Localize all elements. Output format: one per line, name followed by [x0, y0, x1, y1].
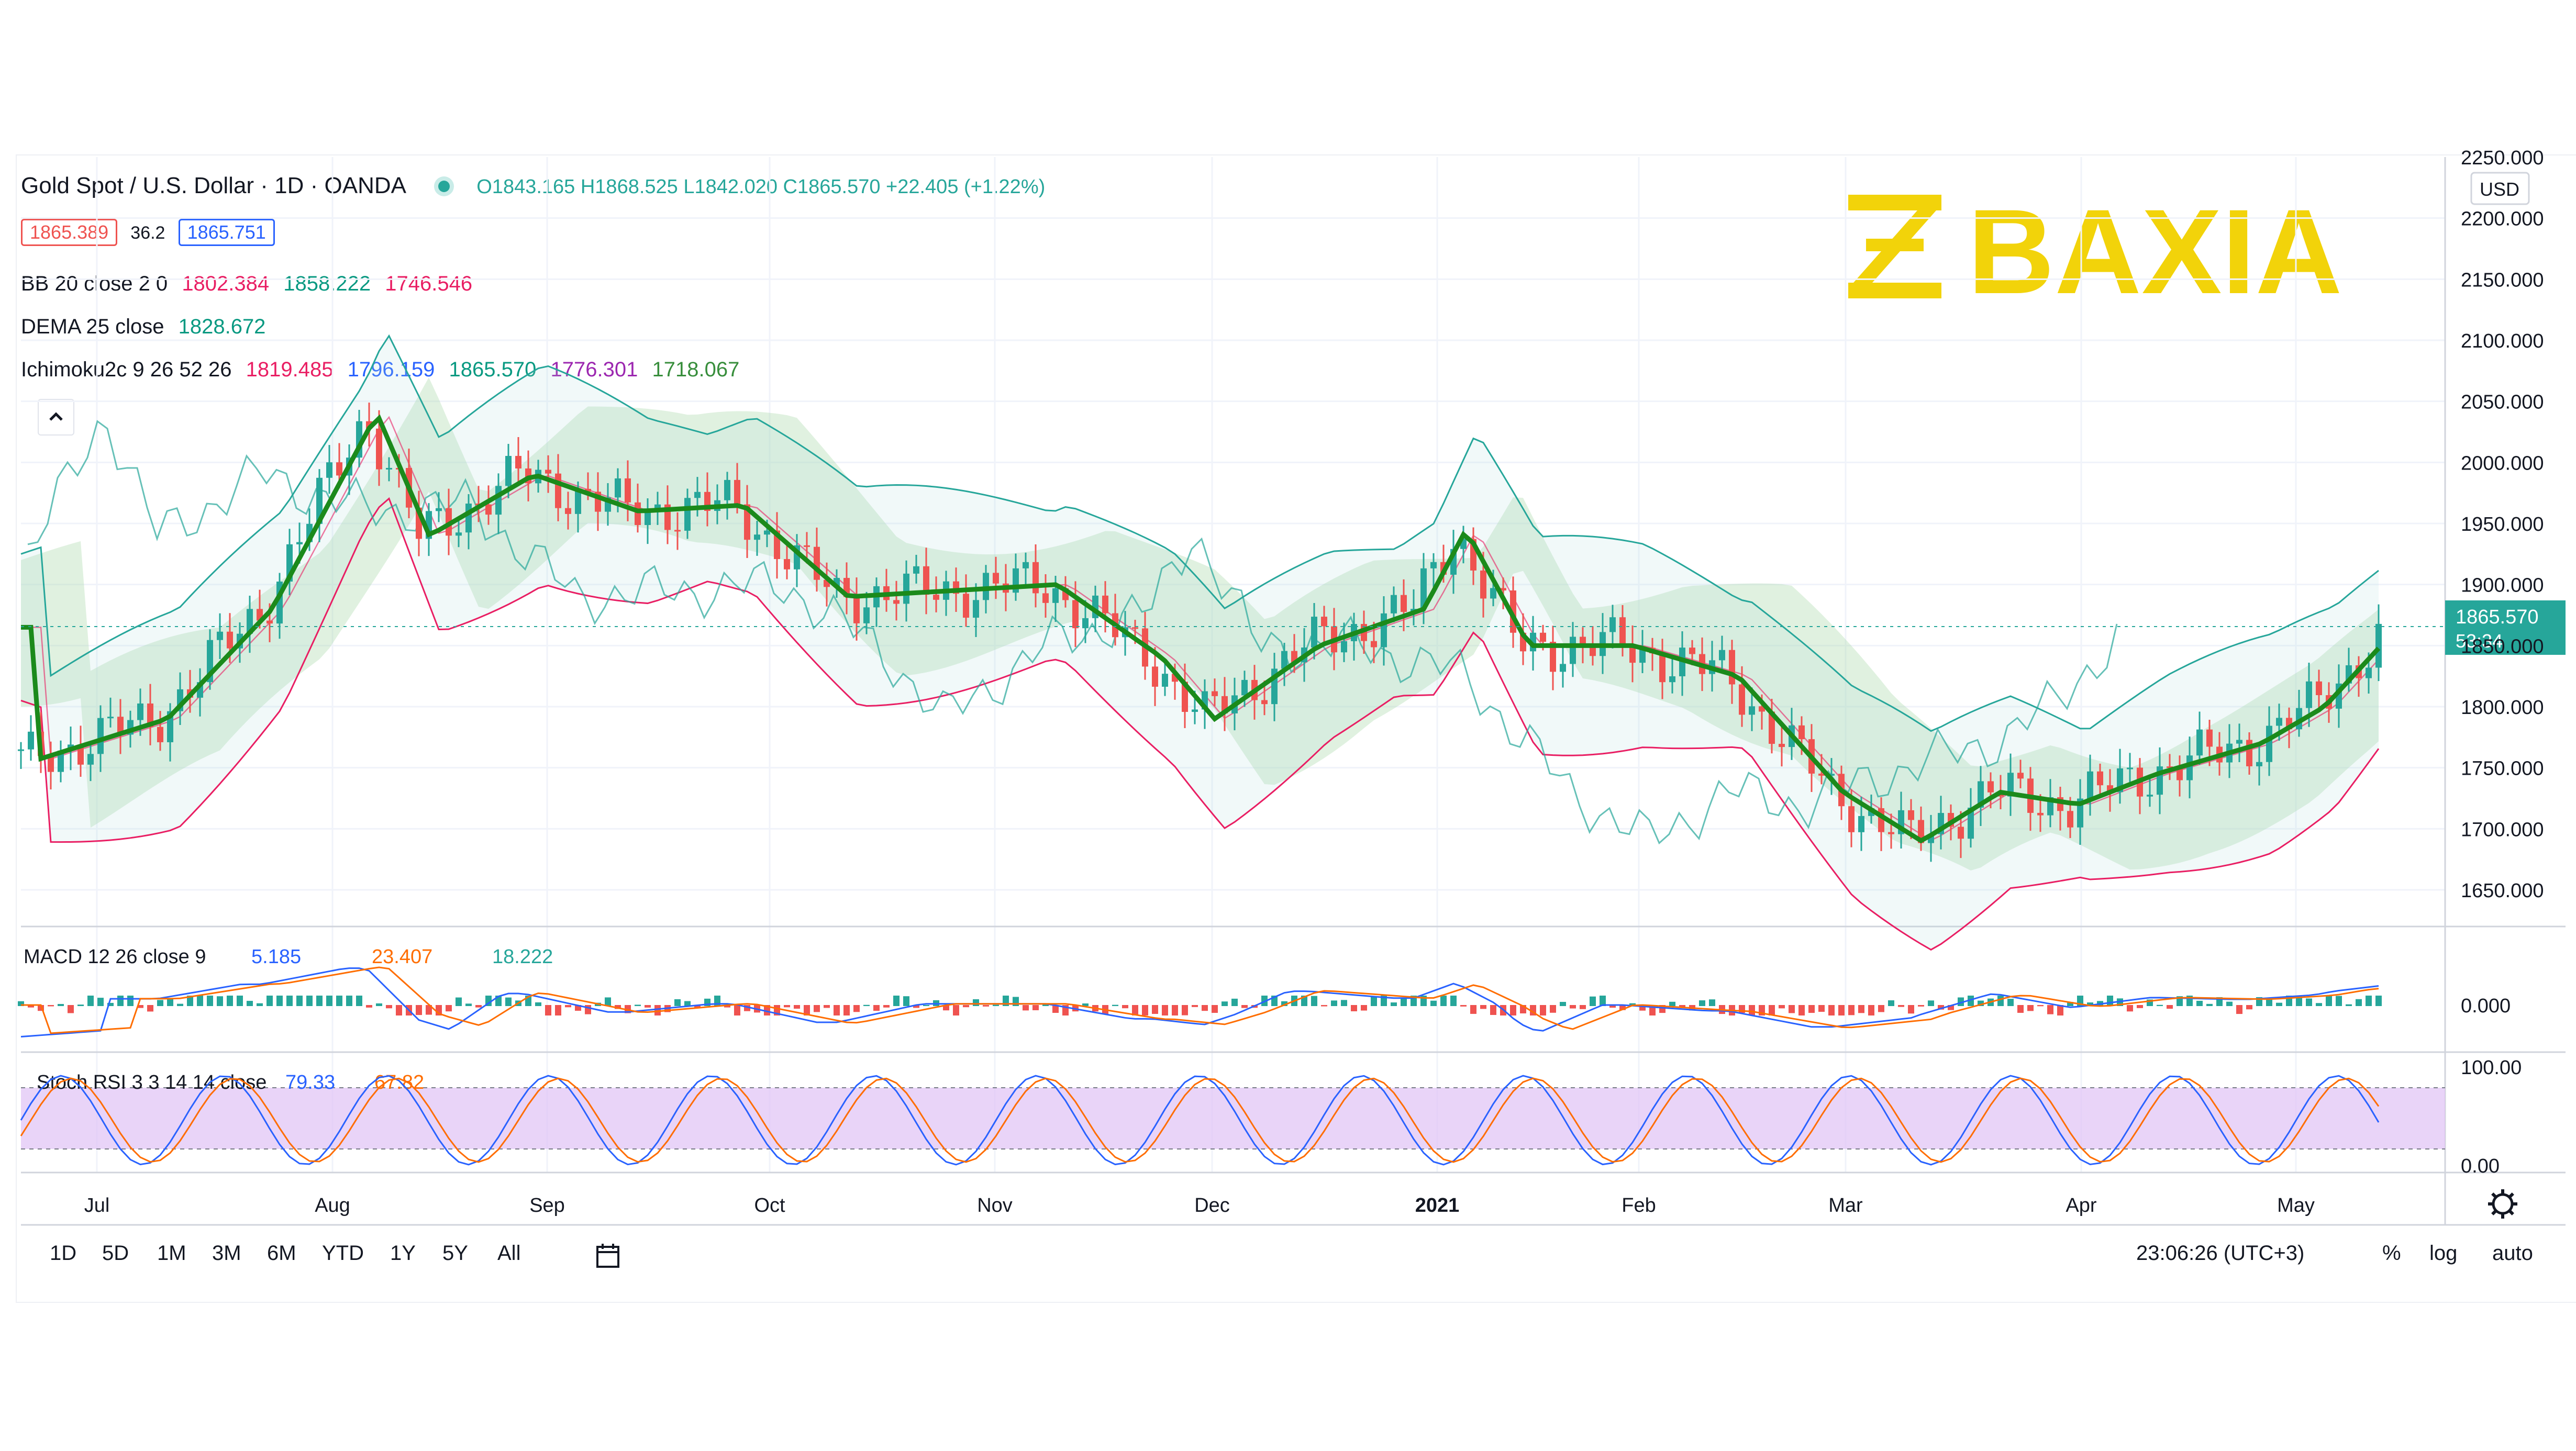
percent-scale-toggle[interactable]: % [2382, 1242, 2401, 1265]
timeframe-6m-button[interactable]: 6M [267, 1242, 296, 1265]
market-status-icon [438, 181, 450, 193]
timeframe-1y-button[interactable]: 1Y [390, 1242, 416, 1265]
sell-price-button[interactable]: 1865.389 [21, 219, 118, 246]
indicator-value: 1865.570 [449, 358, 537, 381]
buy-price-button[interactable]: 1865.751 [178, 219, 275, 246]
log-scale-toggle[interactable]: log [2429, 1242, 2458, 1265]
bid-ask-row: 1865.389 36.2 1865.751 [21, 219, 282, 246]
symbol-title[interactable]: Gold Spot / U.S. Dollar · 1D · OANDA [21, 173, 406, 198]
baxia-mark-icon [1848, 195, 1941, 298]
timeframe-ytd-button[interactable]: YTD [322, 1242, 364, 1265]
indicator-bb-legend[interactable]: BB 20 close 2 0 1802.384 1858.222 1746.5… [21, 272, 472, 296]
symbol-legend: Gold Spot / U.S. Dollar · 1D · OANDA O18… [21, 173, 1045, 199]
auto-scale-toggle[interactable]: auto [2492, 1242, 2533, 1265]
indicator-value: 1796.159 [347, 358, 435, 381]
chevron-up-icon [49, 412, 63, 421]
indicator-value: 1718.067 [652, 358, 740, 381]
timeframe-3m-button[interactable]: 3M [212, 1242, 241, 1265]
indicator-ichimoku-legend[interactable]: Ichimoku2c 9 26 52 26 1819.485 1796.159 … [21, 358, 739, 382]
indicator-value: 1776.301 [550, 358, 638, 381]
timeframe-5d-button[interactable]: 5D [102, 1242, 129, 1265]
calendar-range-icon [596, 1244, 619, 1268]
chart-frame [16, 154, 2576, 1303]
indicator-name: BB 20 close 2 0 [21, 272, 168, 295]
timeframe-5y-button[interactable]: 5Y [442, 1242, 468, 1265]
clock-display[interactable]: 23:06:26 (UTC+3) [2136, 1242, 2305, 1265]
indicator-value: 1828.672 [178, 315, 266, 338]
indicator-value: 1819.485 [246, 358, 334, 381]
timeframe-1d-button[interactable]: 1D [50, 1242, 77, 1265]
timeframe-1m-button[interactable]: 1M [157, 1242, 186, 1265]
baxia-logo: BAXIA [1848, 184, 2382, 319]
logo-text: BAXIA [1968, 188, 2342, 304]
indicator-value: 1802.384 [182, 272, 270, 295]
spread-value: 36.2 [130, 223, 165, 243]
collapse-legend-button[interactable] [38, 399, 74, 436]
indicator-name: DEMA 25 close [21, 315, 164, 338]
indicator-value: 1746.546 [385, 272, 473, 295]
ohlc-values: O1843.165 H1868.525 L1842.020 C1865.570 … [476, 176, 1046, 198]
timeframe-all-button[interactable]: All [497, 1242, 521, 1265]
indicator-dema-legend[interactable]: DEMA 25 close 1828.672 [21, 315, 265, 339]
indicator-value: 1858.222 [283, 272, 371, 295]
indicator-name: Ichimoku2c 9 26 52 26 [21, 358, 232, 381]
date-range-button[interactable] [594, 1242, 624, 1276]
